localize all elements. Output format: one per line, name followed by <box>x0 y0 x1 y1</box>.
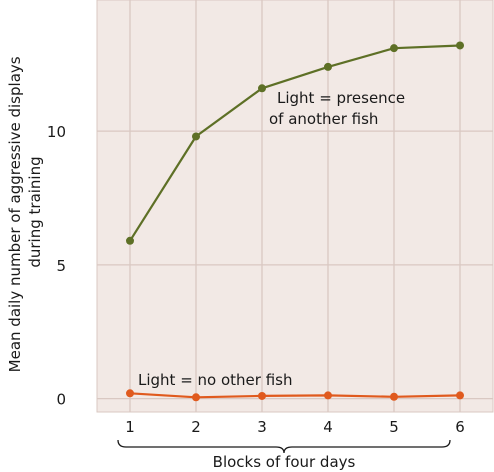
series-label-presence-line-1: Light = presence <box>277 89 405 107</box>
x-tick-3: 3 <box>257 418 267 436</box>
series-layer <box>126 41 464 402</box>
series-label-presence: Light = presence of another fish <box>269 89 410 128</box>
series-label-presence-line-2: of another fish <box>269 110 378 128</box>
series-1-point-6 <box>456 41 464 50</box>
series-2-point-5 <box>390 392 398 401</box>
series-1-line <box>129 44 461 242</box>
y-axis-label: Mean daily number of aggressive displays… <box>6 52 44 373</box>
series-2-point-3 <box>258 391 266 400</box>
series-1-point-4 <box>324 62 332 71</box>
series-label-no-fish: Light = no other fish <box>138 371 293 389</box>
series-1-point-2 <box>192 132 200 141</box>
x-tick-labels: 1 2 3 4 5 6 <box>125 418 465 436</box>
series-1 <box>126 41 464 245</box>
x-tick-5: 5 <box>389 418 399 436</box>
y-tick-5: 5 <box>56 257 66 275</box>
y-axis-label-line-2: during training <box>26 156 44 267</box>
y-tick-0: 0 <box>56 391 66 409</box>
series-2-point-1 <box>126 389 134 398</box>
x-tick-1: 1 <box>125 418 135 436</box>
y-tick-labels: 0 5 10 <box>47 123 66 409</box>
series-2-line <box>129 392 461 399</box>
series-1-point-3 <box>258 84 266 93</box>
series-2-point-2 <box>192 393 200 402</box>
x-axis-label: Blocks of four days <box>213 453 356 471</box>
series-1-point-5 <box>390 44 398 53</box>
series-2 <box>126 389 464 402</box>
series-1-point-1 <box>126 236 134 245</box>
y-tick-10: 10 <box>47 123 66 141</box>
x-tick-4: 4 <box>323 418 333 436</box>
x-axis-brace <box>117 439 451 454</box>
series-2-point-4 <box>324 391 332 400</box>
x-tick-2: 2 <box>191 418 201 436</box>
series-2-point-6 <box>456 391 464 400</box>
x-tick-6: 6 <box>455 418 465 436</box>
plot-background <box>96 0 494 413</box>
y-axis-label-line-1: Mean daily number of aggressive displays <box>6 56 24 372</box>
series-label-no-fish-line-1: Light = no other fish <box>138 371 293 389</box>
